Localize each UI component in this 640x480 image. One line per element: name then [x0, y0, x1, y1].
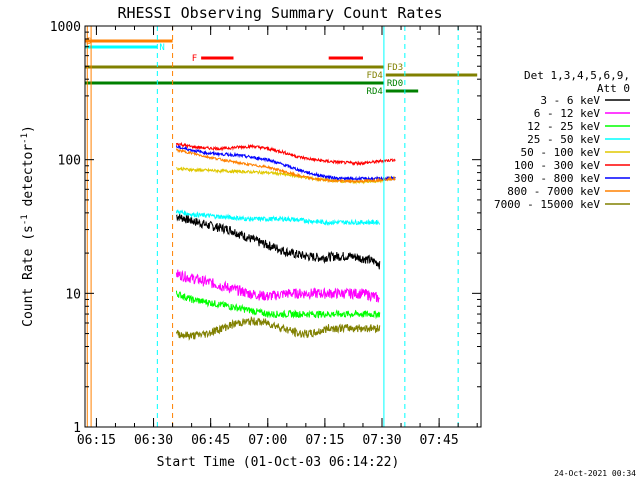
plot-frame: [84, 25, 482, 428]
flag-bar-label-5: RD0: [387, 79, 403, 89]
legend-label-6: 300 - 800 keV: [514, 172, 600, 185]
x-tick-label-2: 06:45: [191, 433, 230, 448]
series-0: [176, 213, 381, 270]
series-4: [176, 166, 396, 185]
flag-bar-1: N: [85, 43, 165, 53]
chart-title: RHESSI Observing Summary Count Rates: [117, 4, 442, 22]
series-line-7-0: [175, 147, 396, 184]
series-7: [175, 147, 396, 184]
series-line-3-0: [175, 209, 381, 226]
series-6: [175, 145, 396, 182]
y-axis-label-mid: detector: [21, 144, 36, 215]
legend-title-line2: Att 0: [597, 82, 630, 95]
flag-bar-label-4: FD4: [367, 71, 383, 81]
y-axis-ticks: 1 10 100 1000: [50, 20, 481, 436]
flag-bar-label-0: S: [86, 37, 91, 47]
legend-label-4: 50 - 100 keV: [521, 146, 601, 159]
flag-bar-label-1: N: [159, 43, 164, 53]
flag-bars: S N F FD3 FD4 RD0 RD4: [85, 37, 478, 97]
series-line-1-0: [175, 269, 380, 303]
series-line-5-0: [175, 141, 396, 167]
y-axis-label-sup2: -1: [20, 133, 30, 144]
flag-bar-label-3: FD3: [387, 63, 403, 73]
x-axis-label: Start Time (01-Oct-03 06:14:22): [157, 455, 400, 470]
y-axis-label: Count Rate (s-1 detector-1): [20, 125, 36, 327]
legend-label-2: 12 - 25 keV: [527, 120, 600, 133]
flag-bar-6: RD4: [367, 87, 419, 97]
y-tick-label-0: 1: [73, 421, 81, 436]
y-tick-label-2: 100: [58, 154, 81, 169]
flag-bar-label-6: RD4: [367, 87, 383, 97]
legend-label-8: 7000 - 15000 keV: [494, 198, 600, 211]
x-tick-label-5: 07:30: [362, 433, 401, 448]
y-axis-label-sup1: -1: [20, 214, 30, 225]
x-axis-ticks: 06:15 06:30 06:45 07:00 07:15 07:30 07:45: [77, 26, 478, 448]
series-layer: [175, 141, 396, 341]
series-line-4-0: [176, 166, 396, 185]
legend-label-5: 100 - 300 keV: [514, 159, 600, 172]
legend-title-line1: Det 1,3,4,5,6,9,: [524, 69, 630, 82]
y-axis-label-end: ): [21, 125, 36, 133]
series-line-2-0: [175, 290, 381, 320]
legend-label-3: 25 - 50 keV: [527, 133, 600, 146]
flag-bar-2: F: [192, 54, 363, 64]
x-tick-label-4: 07:15: [305, 433, 344, 448]
legend-label-0: 3 - 6 keV: [540, 94, 600, 107]
legend-label-1: 6 - 12 keV: [534, 107, 601, 120]
y-axis-label-main: Count Rate (s: [21, 225, 36, 327]
series-5: [175, 141, 396, 167]
footer-date: 24-Oct-2021 00:34: [554, 469, 636, 478]
flag-bar-3: FD3: [85, 63, 403, 73]
series-8: [175, 315, 381, 341]
y-tick-label-1: 10: [65, 287, 81, 302]
vertical-markers: [86, 26, 459, 427]
y-tick-label-3: 1000: [50, 20, 81, 35]
series-line-0-0: [176, 213, 381, 270]
series-line-6-0: [175, 145, 396, 182]
flag-bar-0: S: [85, 37, 173, 47]
flag-bar-label-2: F: [192, 54, 197, 64]
series-line-8-0: [175, 315, 381, 341]
flag-bar-5: RD0: [85, 79, 403, 89]
series-3: [175, 209, 381, 226]
x-tick-label-3: 07:00: [248, 433, 287, 448]
legend-label-7: 800 - 7000 keV: [507, 185, 600, 198]
x-tick-label-0: 06:15: [77, 433, 116, 448]
series-2: [175, 290, 381, 320]
x-tick-label-1: 06:30: [134, 433, 173, 448]
x-tick-label-6: 07:45: [420, 433, 459, 448]
series-1: [175, 269, 380, 303]
flag-bar-4: FD4: [367, 71, 478, 81]
